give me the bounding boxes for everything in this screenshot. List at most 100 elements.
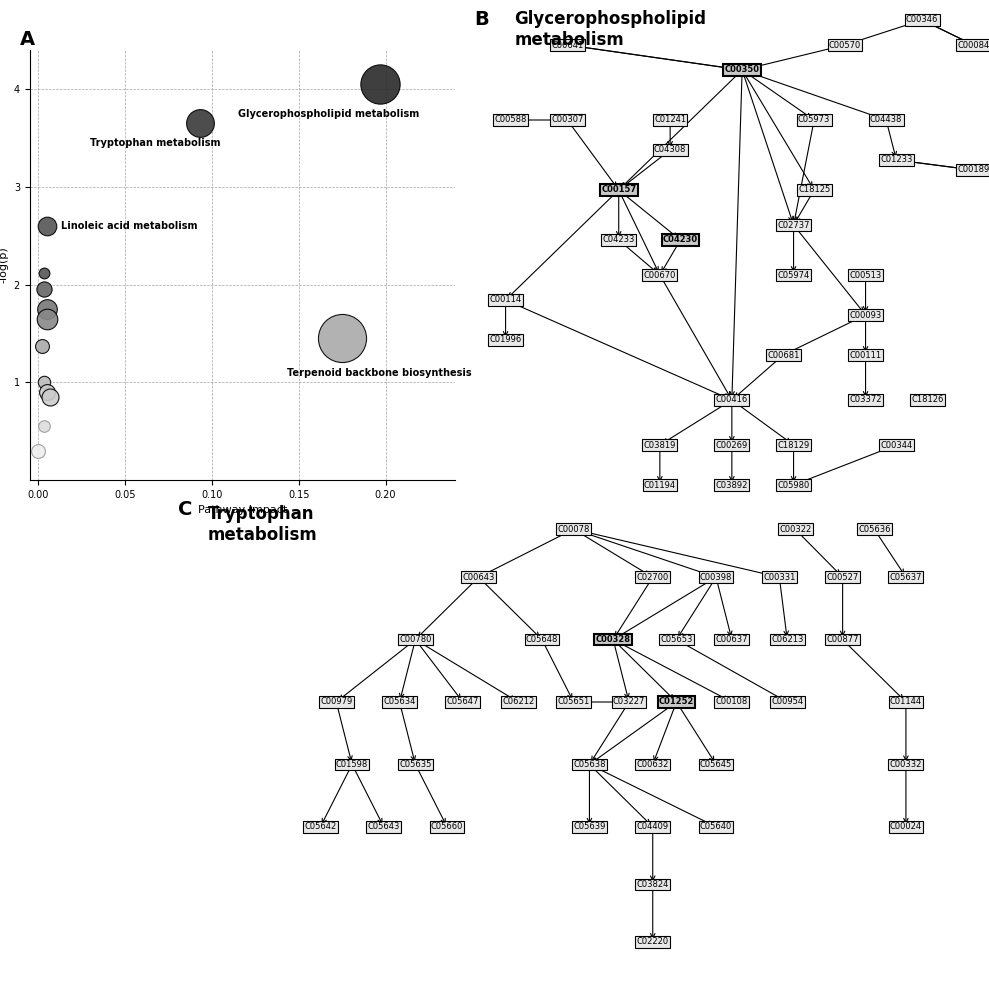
- Text: C05974: C05974: [777, 270, 810, 279]
- Point: [36, 418, 51, 434]
- Text: C02700: C02700: [637, 573, 669, 582]
- Text: C05648: C05648: [526, 635, 558, 644]
- Text: Glycerophospholipid metabolism: Glycerophospholipid metabolism: [238, 109, 419, 119]
- Text: C00344: C00344: [880, 440, 913, 450]
- Text: C00189: C00189: [957, 165, 989, 174]
- Text: C05660: C05660: [431, 822, 463, 831]
- Text: Linoleic acid metabolism: Linoleic acid metabolism: [61, 221, 198, 231]
- Text: C05634: C05634: [384, 698, 415, 706]
- Text: C05653: C05653: [661, 635, 692, 644]
- Point: [40, 301, 55, 317]
- Text: C00877: C00877: [827, 635, 858, 644]
- Text: C00416: C00416: [716, 395, 748, 404]
- Text: C00093: C00093: [850, 310, 882, 320]
- Text: C00322: C00322: [779, 525, 811, 534]
- Text: C04230: C04230: [663, 235, 698, 244]
- Text: C01194: C01194: [644, 481, 675, 489]
- Text: C06212: C06212: [502, 698, 534, 706]
- Text: C04308: C04308: [654, 145, 686, 154]
- Text: C00637: C00637: [716, 635, 748, 644]
- Text: C18125: C18125: [798, 186, 831, 194]
- Text: C00114: C00114: [490, 296, 521, 304]
- Point: [36, 265, 51, 281]
- Text: C00307: C00307: [551, 115, 584, 124]
- Text: C05647: C05647: [447, 698, 479, 706]
- Text: C05637: C05637: [890, 573, 922, 582]
- Text: C00670: C00670: [644, 270, 676, 279]
- Text: C05639: C05639: [574, 822, 605, 831]
- Text: C02220: C02220: [637, 938, 669, 946]
- Text: C00979: C00979: [320, 698, 352, 706]
- Text: C03372: C03372: [850, 395, 882, 404]
- Text: C00570: C00570: [829, 40, 861, 49]
- Text: C05643: C05643: [368, 822, 400, 831]
- Point: [40, 311, 55, 327]
- Point: [31, 443, 46, 459]
- Text: C05973: C05973: [798, 115, 831, 124]
- Text: Tryptophan
metabolism: Tryptophan metabolism: [208, 505, 317, 544]
- Text: C00346: C00346: [906, 15, 939, 24]
- Text: C00527: C00527: [827, 573, 858, 582]
- Text: C04438: C04438: [870, 115, 902, 124]
- Point: [36, 281, 51, 297]
- Text: C00328: C00328: [595, 635, 631, 644]
- Text: C01233: C01233: [880, 155, 913, 164]
- X-axis label: Pathway Impact: Pathway Impact: [198, 505, 287, 515]
- Text: C00513: C00513: [850, 270, 882, 279]
- Text: C00084: C00084: [957, 40, 989, 49]
- Text: C03819: C03819: [644, 440, 676, 450]
- Point: [36, 374, 51, 390]
- Text: C00632: C00632: [637, 760, 669, 769]
- Text: C01996: C01996: [490, 336, 522, 344]
- Text: C05651: C05651: [558, 698, 589, 706]
- Text: C00780: C00780: [400, 635, 431, 644]
- Text: C00954: C00954: [771, 698, 803, 706]
- Text: C01598: C01598: [336, 760, 368, 769]
- Point: [334, 330, 350, 346]
- Text: C00111: C00111: [850, 351, 881, 360]
- Text: A: A: [20, 30, 35, 49]
- Text: C05636: C05636: [858, 525, 890, 534]
- Text: C00643: C00643: [463, 573, 494, 582]
- Text: Terpenoid backbone biosynthesis: Terpenoid backbone biosynthesis: [287, 367, 471, 377]
- Text: C04233: C04233: [602, 235, 635, 244]
- Text: C05642: C05642: [305, 822, 336, 831]
- Text: C01144: C01144: [890, 698, 922, 706]
- Text: C05640: C05640: [700, 822, 732, 831]
- Text: C01252: C01252: [659, 698, 694, 706]
- Text: C03824: C03824: [637, 880, 669, 889]
- Text: C03227: C03227: [613, 698, 645, 706]
- Text: B: B: [475, 10, 490, 29]
- Point: [40, 384, 55, 400]
- Point: [192, 115, 208, 131]
- Text: C03892: C03892: [716, 481, 748, 489]
- Text: C04409: C04409: [637, 822, 669, 831]
- Text: C00157: C00157: [601, 186, 636, 194]
- Text: Glycerophospholipid
metabolism: Glycerophospholipid metabolism: [514, 10, 706, 49]
- Text: C00350: C00350: [725, 66, 760, 75]
- Point: [34, 338, 49, 354]
- Text: C00078: C00078: [558, 525, 589, 534]
- Text: C18129: C18129: [777, 440, 810, 450]
- Text: C05635: C05635: [400, 760, 431, 769]
- Text: C01241: C01241: [654, 115, 686, 124]
- Text: Tryptophan metabolism: Tryptophan metabolism: [90, 138, 221, 148]
- Text: C00269: C00269: [716, 440, 748, 450]
- Text: C06213: C06213: [771, 635, 803, 644]
- Point: [373, 76, 389, 92]
- Text: C05980: C05980: [777, 481, 810, 489]
- Text: C: C: [178, 500, 193, 519]
- Text: C02737: C02737: [777, 221, 810, 230]
- Text: C05645: C05645: [700, 760, 732, 769]
- Text: C05638: C05638: [574, 760, 605, 769]
- Text: C00332: C00332: [890, 760, 922, 769]
- Text: C00331: C00331: [764, 573, 795, 582]
- Text: C00681: C00681: [767, 351, 799, 360]
- Text: C00641: C00641: [551, 40, 584, 49]
- Text: C00588: C00588: [494, 115, 527, 124]
- Point: [40, 218, 55, 234]
- Text: C00024: C00024: [890, 822, 922, 831]
- Y-axis label: -log(p): -log(p): [0, 247, 8, 283]
- Point: [43, 389, 58, 405]
- Text: C00108: C00108: [716, 698, 748, 706]
